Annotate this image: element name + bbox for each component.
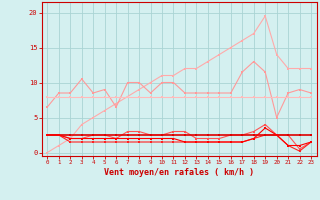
X-axis label: Vent moyen/en rafales ( km/h ): Vent moyen/en rafales ( km/h ) — [104, 168, 254, 177]
